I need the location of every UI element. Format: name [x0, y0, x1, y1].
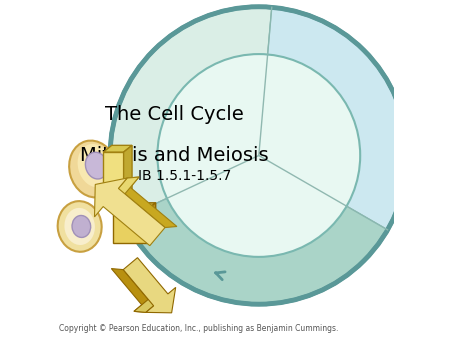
Ellipse shape [58, 201, 102, 252]
Ellipse shape [72, 216, 90, 237]
Circle shape [158, 54, 360, 257]
Polygon shape [104, 152, 124, 196]
Wedge shape [110, 7, 272, 218]
Wedge shape [259, 7, 408, 230]
Ellipse shape [86, 152, 108, 179]
Polygon shape [113, 203, 156, 210]
Text: Copyright © Pearson Education, Inc., publishing as Benjamin Cummings.: Copyright © Pearson Education, Inc., pub… [59, 324, 339, 333]
Ellipse shape [69, 141, 117, 197]
Ellipse shape [77, 144, 112, 187]
Polygon shape [134, 293, 168, 312]
Text: Mitosis and Meiosis: Mitosis and Meiosis [80, 146, 269, 165]
Polygon shape [123, 258, 176, 313]
Polygon shape [147, 203, 156, 243]
Polygon shape [94, 178, 165, 246]
Polygon shape [118, 177, 177, 227]
Wedge shape [110, 7, 408, 304]
Wedge shape [124, 155, 387, 304]
Polygon shape [124, 145, 132, 196]
Text: IB 1.5.1-1.5.7: IB 1.5.1-1.5.7 [138, 169, 231, 183]
Polygon shape [103, 177, 139, 207]
Polygon shape [111, 269, 153, 312]
Text: The Cell Cycle: The Cell Cycle [105, 105, 244, 124]
Ellipse shape [64, 208, 95, 245]
Polygon shape [113, 210, 147, 243]
Polygon shape [104, 145, 132, 152]
